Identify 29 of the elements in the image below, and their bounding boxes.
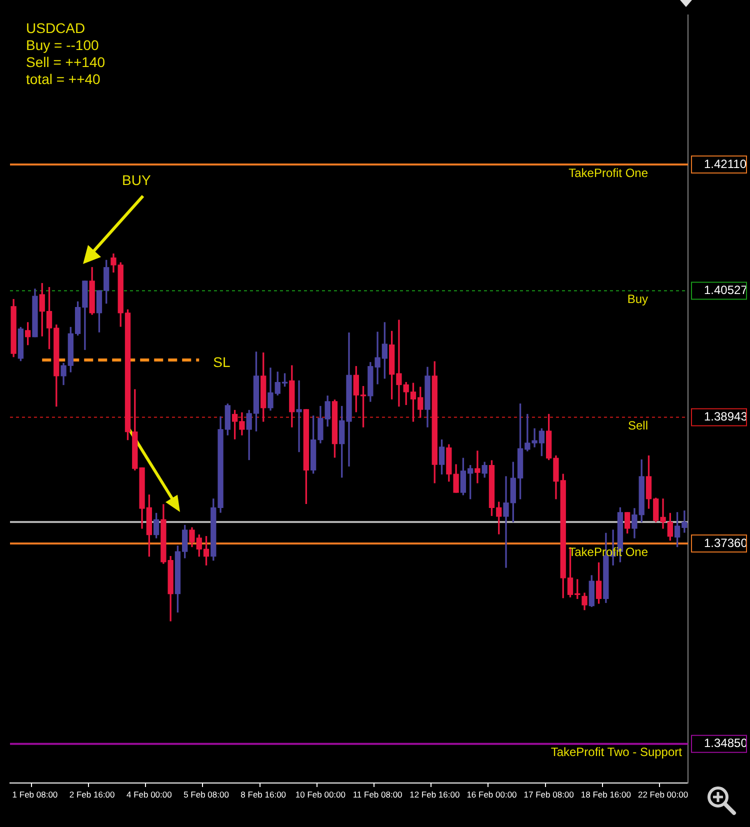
chart-title: USDCAD bbox=[26, 20, 86, 37]
x-tick-label: 22 Feb 00:00 bbox=[638, 789, 688, 800]
ref-line-label: TakeProfit Two - Support bbox=[550, 745, 683, 760]
x-tick-label: 5 Feb 08:00 bbox=[184, 789, 230, 800]
ref-line-label: Sell bbox=[628, 418, 648, 433]
ref-line-label: Buy bbox=[627, 292, 648, 306]
candlestick bbox=[296, 380, 302, 452]
x-tick-label: 16 Feb 00:00 bbox=[466, 789, 518, 800]
x-tick-label: 2 Feb 16:00 bbox=[69, 789, 116, 800]
candlestick bbox=[474, 450, 480, 484]
annotation: total = ++40 bbox=[26, 71, 102, 88]
x-tick-label: 17 Feb 08:00 bbox=[524, 789, 574, 800]
y-tick-label: 1.37360 bbox=[704, 536, 748, 550]
y-tick-label: 1.38943 bbox=[704, 410, 748, 424]
y-tick-label: 1.40527 bbox=[704, 283, 748, 298]
x-tick-label: 10 Feb 00:00 bbox=[295, 789, 346, 800]
annotation: Sell = ++140 bbox=[26, 54, 106, 71]
ref-line-label: TakeProfit One bbox=[568, 166, 648, 180]
y-tick-label: 1.42110 bbox=[704, 156, 747, 171]
x-tick-label: 4 Feb 00:00 bbox=[126, 789, 172, 800]
x-tick-label: 12 Feb 16:00 bbox=[410, 789, 460, 800]
x-tick-label: 1 Feb 08:00 bbox=[12, 789, 58, 800]
y-tick-label: 1.34850 bbox=[704, 736, 748, 750]
annotation: BUY bbox=[122, 172, 151, 189]
annotation: Buy = --100 bbox=[26, 37, 100, 54]
x-tick-label: 18 Feb 16:00 bbox=[580, 789, 632, 800]
x-tick-label: 8 Feb 16:00 bbox=[240, 789, 286, 800]
x-tick-label: 11 Feb 08:00 bbox=[352, 789, 403, 800]
series-label: SL bbox=[213, 354, 230, 370]
